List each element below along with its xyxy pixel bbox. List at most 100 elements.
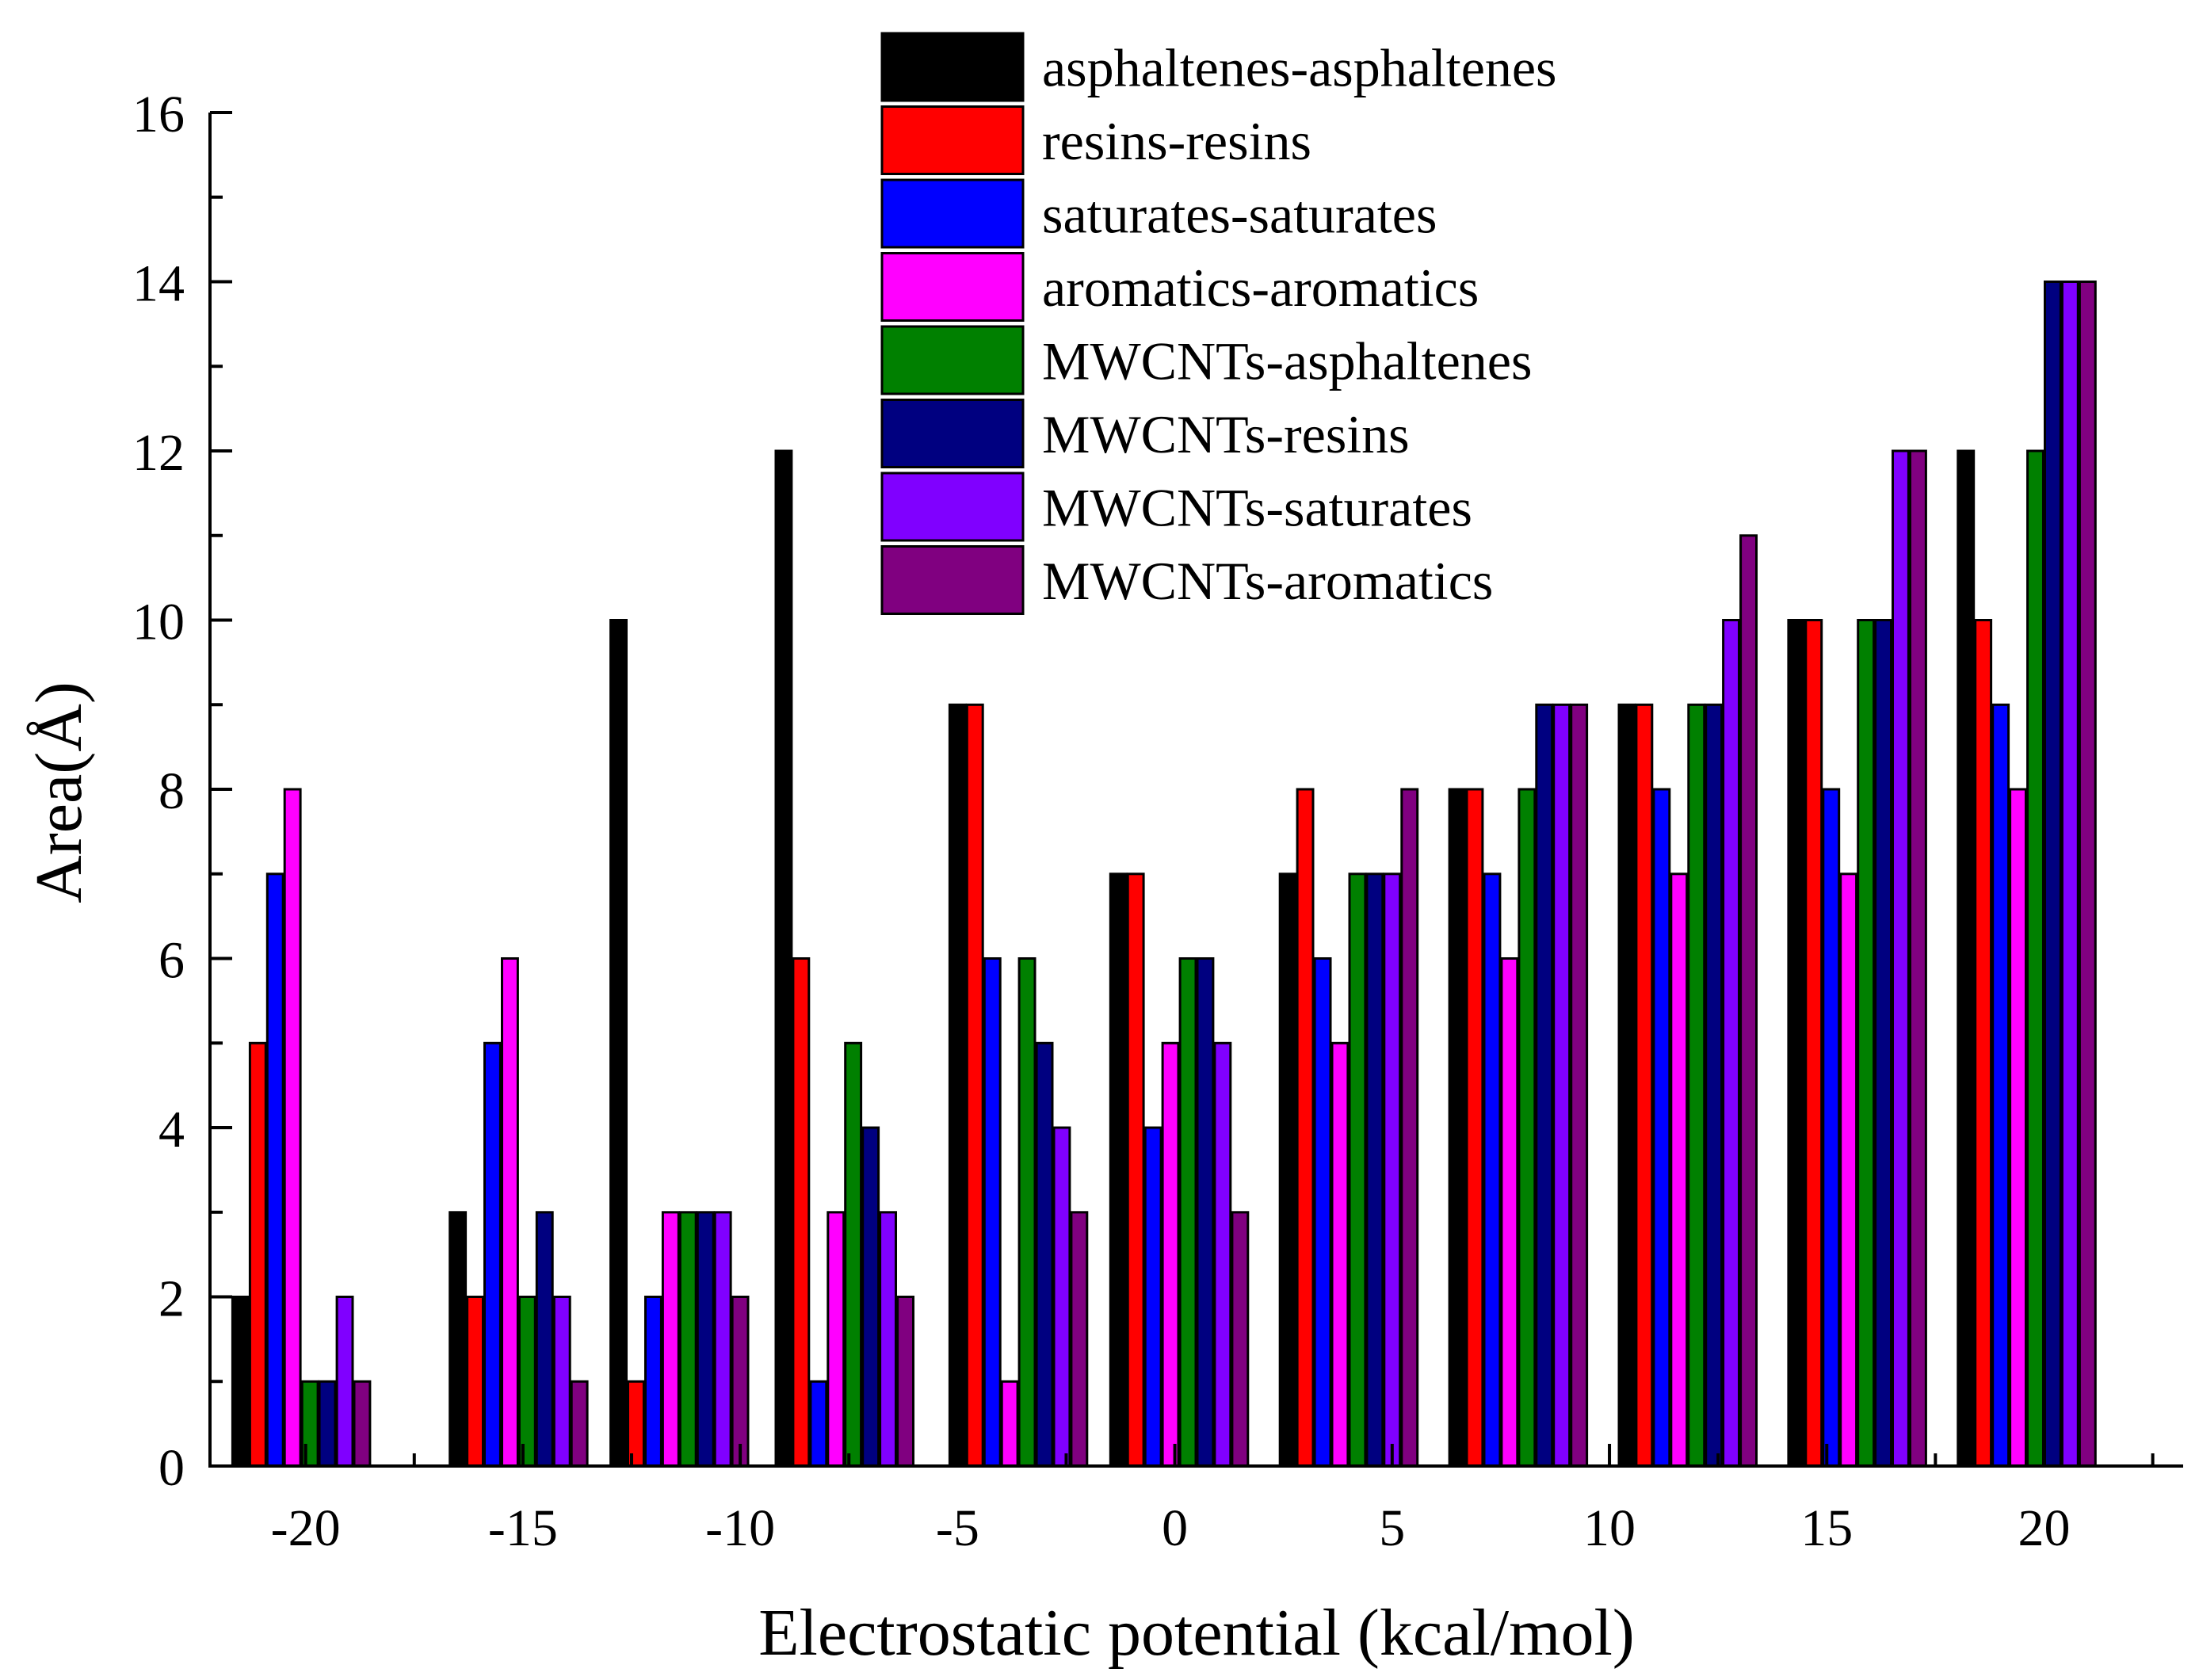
bar-saturates-saturates-0	[265, 872, 284, 1468]
bar-saturates-saturates-5	[1143, 1126, 1162, 1468]
legend-swatch-asphaltenes-asphaltenes	[880, 32, 1025, 102]
bar-MWCNTs-saturates-10	[2060, 281, 2079, 1468]
bar-MWCNTs-resins-2	[696, 1211, 715, 1468]
bar-MWCNTs-saturates-2	[713, 1211, 732, 1468]
bar-MWCNTs-asphaltenes-8	[1687, 703, 1706, 1468]
bar-MWCNTs-resins-4	[1035, 1041, 1054, 1468]
legend-swatch-MWCNTs-asphaltenes	[880, 325, 1025, 395]
legend-swatch-MWCNTs-aromatics	[880, 545, 1025, 615]
legend-label-resins-resins: resins-resins	[1042, 111, 1311, 171]
legend-label-asphaltenes-asphaltenes: asphaltenes-asphaltenes	[1042, 38, 1557, 98]
bar-asphaltenes-asphaltenes-0	[231, 1296, 250, 1468]
bar-aromatics-aromatics-5	[1161, 1041, 1180, 1468]
legend-swatch-MWCNTs-resins	[880, 399, 1025, 468]
legend-swatch-MWCNTs-saturates	[880, 472, 1025, 542]
x-tick-label: -10	[705, 1499, 775, 1557]
legend: asphaltenes-asphaltenes resins-resins satu…	[880, 32, 1557, 615]
bar-MWCNTs-aromatics-2	[731, 1296, 750, 1468]
bar-MWCNTs-aromatics-5	[1231, 1211, 1250, 1468]
x-ticks: -20 -15 -10 -5 0 5 10 15 20	[271, 1444, 2155, 1557]
bar-asphaltenes-asphaltenes-6	[1278, 872, 1297, 1468]
bar-aromatics-aromatics-1	[501, 957, 519, 1468]
y-tick-label: 16	[132, 86, 185, 143]
bar-MWCNTs-resins-10	[2044, 281, 2062, 1468]
bar-saturates-saturates-1	[483, 1041, 502, 1468]
bar-aromatics-aromatics-9	[1839, 872, 1858, 1468]
bar-asphaltenes-asphaltenes-5	[1109, 872, 1128, 1468]
bar-aromatics-aromatics-6	[1330, 1041, 1350, 1468]
legend-label-saturates-saturates: saturates-saturates	[1042, 185, 1437, 245]
y-tick-label: 14	[132, 255, 185, 313]
bar-resins-resins-10	[1974, 619, 1993, 1468]
bar-asphaltenes-asphaltenes-9	[1787, 619, 1806, 1468]
bar-MWCNTs-aromatics-6	[1400, 788, 1419, 1468]
bar-aromatics-aromatics-10	[2009, 788, 2028, 1468]
bar-asphaltenes-asphaltenes-3	[774, 449, 793, 1468]
x-tick-label: -20	[271, 1499, 341, 1557]
x-tick-label: 0	[1162, 1499, 1188, 1557]
bar-MWCNTs-asphaltenes-3	[844, 1041, 863, 1468]
bar-MWCNTs-asphaltenes-5	[1178, 957, 1197, 1468]
bar-MWCNTs-asphaltenes-10	[2026, 449, 2045, 1468]
y-tick-label: 4	[158, 1101, 185, 1159]
bar-aromatics-aromatics-0	[283, 788, 302, 1468]
bar-saturates-saturates-4	[983, 957, 1002, 1468]
bar-MWCNTs-resins-7	[1535, 703, 1554, 1468]
bar-resins-resins-9	[1804, 619, 1823, 1468]
bar-aromatics-aromatics-3	[827, 1211, 846, 1468]
legend-label-MWCNTs-asphaltenes: MWCNTs-asphaltenes	[1042, 331, 1532, 391]
bar-MWCNTs-aromatics-1	[570, 1380, 589, 1468]
bar-resins-resins-4	[965, 703, 984, 1468]
y-tick-label: 0	[158, 1439, 185, 1497]
bar-MWCNTs-resins-6	[1365, 872, 1384, 1468]
bar-MWCNTs-asphaltenes-9	[1857, 619, 1876, 1468]
bar-MWCNTs-saturates-8	[1722, 619, 1741, 1468]
bar-asphaltenes-asphaltenes-7	[1448, 788, 1467, 1468]
bar-MWCNTs-aromatics-7	[1570, 703, 1589, 1468]
bar-saturates-saturates-2	[644, 1296, 662, 1468]
y-ticks: 0 2 4 6 8 10 12 14 16	[132, 86, 232, 1497]
bar-MWCNTs-resins-0	[318, 1380, 337, 1468]
x-tick-label: -5	[936, 1499, 979, 1557]
bar-MWCNTs-asphaltenes-6	[1348, 872, 1367, 1468]
bar-saturates-saturates-9	[1822, 788, 1841, 1468]
bar-MWCNTs-saturates-1	[552, 1296, 571, 1468]
bar-asphaltenes-asphaltenes-4	[948, 703, 967, 1468]
bar-MWCNTs-asphaltenes-2	[678, 1211, 697, 1468]
bar-MWCNTs-aromatics-10	[2078, 281, 2097, 1468]
bar-MWCNTs-asphaltenes-4	[1017, 957, 1037, 1468]
bar-asphaltenes-asphaltenes-8	[1617, 703, 1636, 1468]
bar-resins-resins-3	[792, 957, 811, 1468]
bar-MWCNTs-saturates-7	[1552, 703, 1571, 1468]
bar-MWCNTs-saturates-5	[1213, 1041, 1232, 1468]
y-tick-label: 10	[132, 594, 185, 651]
bar-saturates-saturates-8	[1652, 788, 1671, 1468]
bar-resins-resins-6	[1296, 788, 1315, 1468]
bar-MWCNTs-asphaltenes-1	[517, 1296, 536, 1468]
y-tick-label: 6	[158, 932, 185, 990]
bar-saturates-saturates-3	[809, 1380, 828, 1468]
y-axis-label: Area(Å)	[22, 682, 96, 903]
bar-MWCNTs-resins-5	[1196, 957, 1215, 1468]
bar-MWCNTs-saturates-6	[1383, 872, 1402, 1468]
legend-label-MWCNTs-aromatics: MWCNTs-aromatics	[1042, 551, 1493, 611]
bar-MWCNTs-saturates-9	[1892, 449, 1910, 1468]
bar-MWCNTs-saturates-3	[879, 1211, 897, 1468]
bar-resins-resins-1	[466, 1296, 484, 1468]
x-tick-label: 10	[1583, 1499, 1636, 1557]
legend-label-MWCNTs-saturates: MWCNTs-saturates	[1042, 478, 1472, 538]
bar-resins-resins-5	[1126, 872, 1145, 1468]
bar-aromatics-aromatics-7	[1500, 957, 1519, 1468]
bar-saturates-saturates-10	[1991, 703, 2010, 1468]
legend-label-aromatics-aromatics: aromatics-aromatics	[1042, 258, 1479, 318]
bar-MWCNTs-aromatics-8	[1739, 534, 1758, 1468]
y-tick-label: 12	[132, 424, 185, 482]
x-tick-label: -15	[488, 1499, 558, 1557]
legend-swatch-aromatics-aromatics	[880, 252, 1025, 322]
bar-aromatics-aromatics-4	[1000, 1380, 1019, 1468]
bar-MWCNTs-aromatics-9	[1909, 449, 1927, 1468]
x-tick-label: 15	[1800, 1499, 1853, 1557]
bar-MWCNTs-resins-9	[1874, 619, 1893, 1468]
legend-swatch-resins-resins	[880, 105, 1025, 175]
